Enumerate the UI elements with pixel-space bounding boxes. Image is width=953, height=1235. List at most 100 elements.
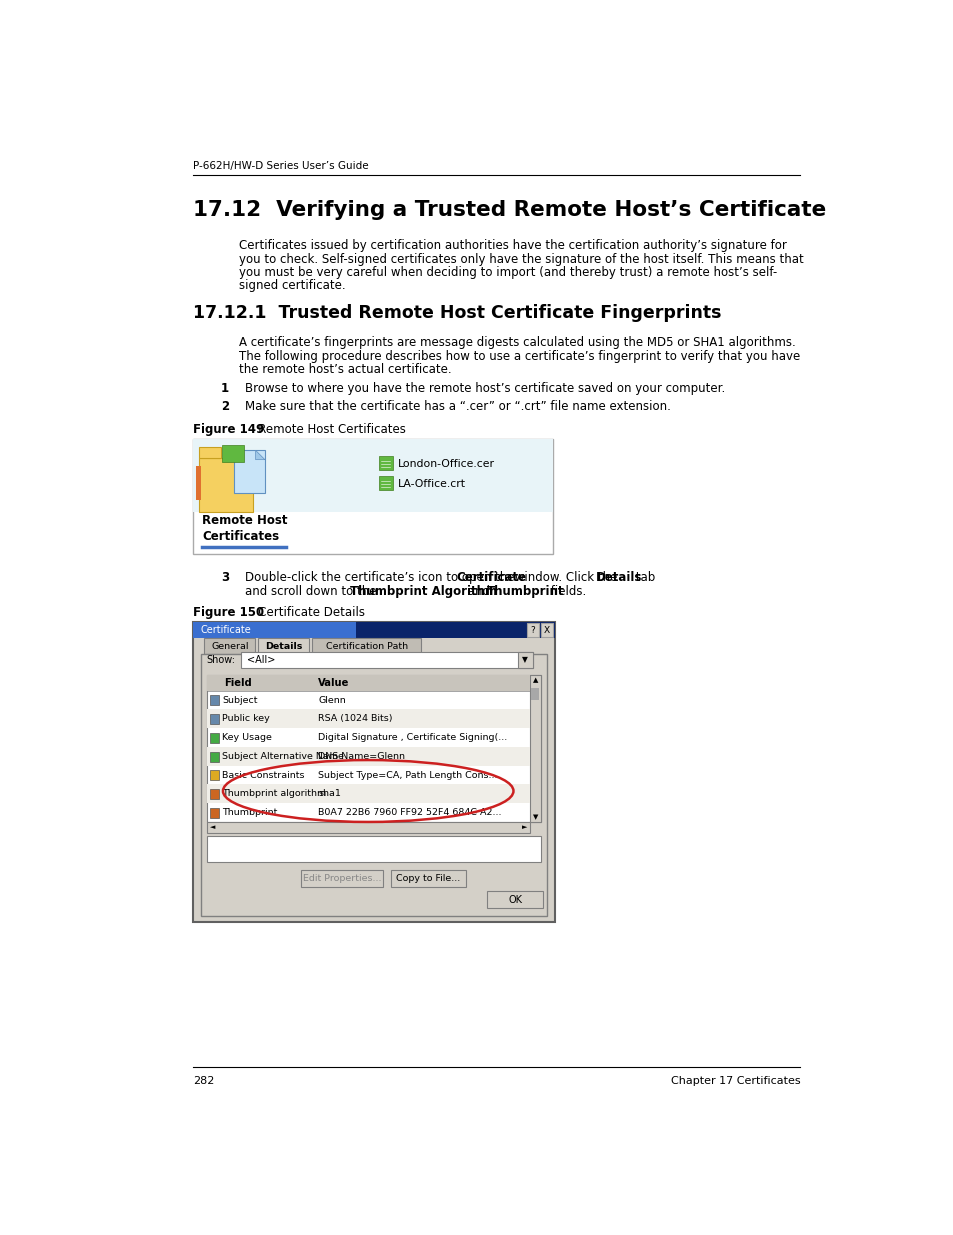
Text: Field: Field [224, 678, 252, 688]
Text: RSA (1024 Bits): RSA (1024 Bits) [318, 714, 393, 724]
Text: and scroll down to the: and scroll down to the [245, 585, 379, 598]
Text: Thumbprint: Thumbprint [222, 808, 277, 818]
Text: Remote Host Certificates: Remote Host Certificates [247, 424, 406, 436]
Text: tab: tab [632, 572, 655, 584]
Text: you to check. Self-signed certificates only have the signature of the host itsel: you to check. Self-signed certificates o… [239, 252, 803, 266]
Text: Certificate: Certificate [456, 572, 526, 584]
Text: Thumbprint: Thumbprint [486, 585, 563, 598]
Bar [207, 836, 540, 862]
Bar [517, 652, 533, 668]
Text: signed certificate.: signed certificate. [239, 279, 346, 293]
Text: ►: ► [521, 824, 526, 830]
Bar [378, 475, 393, 490]
Text: London-Office.cer: London-Office.cer [397, 458, 494, 468]
Text: Basic Constraints: Basic Constraints [222, 771, 305, 779]
Text: ▼: ▼ [522, 656, 528, 664]
Bar [210, 808, 219, 818]
Text: Show:: Show: [207, 655, 235, 664]
Text: LA-Office.crt: LA-Office.crt [397, 478, 465, 489]
Text: Public key: Public key [222, 714, 270, 724]
Bar [193, 438, 553, 555]
Polygon shape [255, 451, 265, 459]
Bar [193, 621, 555, 923]
Text: Thumbprint algorithm: Thumbprint algorithm [222, 789, 326, 798]
Bar [210, 714, 219, 724]
Bar [204, 638, 255, 653]
Text: 1: 1 [221, 382, 229, 395]
Text: Certificate: Certificate [200, 625, 251, 635]
Bar [531, 688, 538, 700]
Bar [193, 621, 355, 638]
Text: X: X [543, 626, 549, 635]
Text: Figure 150: Figure 150 [193, 606, 264, 619]
Bar [207, 823, 529, 832]
Text: Subject: Subject [222, 695, 257, 704]
Text: Subject Alternative Name: Subject Alternative Name [222, 752, 344, 761]
Text: 17.12  Verifying a Trusted Remote Host’s Certificate: 17.12 Verifying a Trusted Remote Host’s … [193, 200, 825, 220]
FancyBboxPatch shape [222, 445, 244, 462]
Text: 282: 282 [193, 1076, 214, 1086]
Bar [487, 892, 542, 908]
Text: P-662H/HW-D Series User’s Guide: P-662H/HW-D Series User’s Guide [193, 162, 368, 172]
Polygon shape [199, 447, 220, 458]
Bar [258, 638, 309, 653]
Text: Remote Host
Certificates: Remote Host Certificates [202, 514, 288, 543]
Text: 2: 2 [221, 400, 229, 414]
Text: 3: 3 [221, 572, 229, 584]
Bar [312, 638, 420, 653]
Text: and: and [463, 585, 493, 598]
Text: Figure 149: Figure 149 [193, 424, 264, 436]
Bar [207, 747, 529, 766]
Text: Certificate Details: Certificate Details [247, 606, 365, 619]
Text: Certificates issued by certification authorities have the certification authorit: Certificates issued by certification aut… [239, 240, 786, 252]
Text: Thumbprint Algorithm: Thumbprint Algorithm [349, 585, 497, 598]
Bar [529, 676, 540, 823]
Bar [540, 624, 553, 637]
Text: Edit Properties...: Edit Properties... [302, 873, 381, 883]
Bar [195, 466, 201, 500]
Text: Make sure that the certificate has a “.cer” or “.crt” file name extension.: Make sure that the certificate has a “.c… [245, 400, 670, 414]
Bar [378, 456, 393, 469]
Text: Certification Path: Certification Path [325, 641, 408, 651]
Text: The following procedure describes how to use a certificate’s fingerprint to veri: The following procedure describes how to… [239, 350, 800, 363]
Text: Chapter 17 Certificates: Chapter 17 Certificates [670, 1076, 800, 1086]
Bar [241, 652, 533, 668]
Text: you must be very careful when deciding to import (and thereby trust) a remote ho: you must be very careful when deciding t… [239, 266, 777, 279]
Text: ▲: ▲ [532, 677, 537, 683]
Text: <All>: <All> [247, 655, 275, 664]
Bar [207, 676, 529, 690]
Bar [210, 752, 219, 762]
Bar [193, 438, 553, 513]
Text: General: General [211, 641, 249, 651]
FancyBboxPatch shape [199, 458, 253, 513]
Text: DNS Name=Glenn: DNS Name=Glenn [318, 752, 405, 761]
Text: Browse to where you have the remote host’s certificate saved on your computer.: Browse to where you have the remote host… [245, 382, 724, 395]
FancyBboxPatch shape [233, 451, 265, 493]
Text: Digital Signature , Certificate Signing(...: Digital Signature , Certificate Signing(… [318, 734, 507, 742]
Text: 17.12.1  Trusted Remote Host Certificate Fingerprints: 17.12.1 Trusted Remote Host Certificate … [193, 304, 720, 322]
Text: sha1: sha1 [318, 789, 341, 798]
Text: OK: OK [508, 894, 521, 905]
Bar [200, 653, 546, 916]
Text: ?: ? [530, 626, 535, 635]
Text: B0A7 22B6 7960 FF92 52F4 684C A2...: B0A7 22B6 7960 FF92 52F4 684C A2... [318, 808, 501, 818]
Text: A certificate’s fingerprints are message digests calculated using the MD5 or SHA: A certificate’s fingerprints are message… [239, 336, 796, 350]
Bar [301, 869, 382, 887]
Text: Glenn: Glenn [318, 695, 346, 704]
Text: Double-click the certificate’s icon to open the: Double-click the certificate’s icon to o… [245, 572, 517, 584]
Bar [210, 771, 219, 781]
Text: the remote host’s actual certificate.: the remote host’s actual certificate. [239, 363, 452, 375]
Text: fields.: fields. [546, 585, 585, 598]
Text: Key Usage: Key Usage [222, 734, 272, 742]
Text: Details: Details [596, 572, 642, 584]
Text: ▼: ▼ [532, 814, 537, 820]
Text: ◄: ◄ [210, 824, 214, 830]
Bar [390, 869, 466, 887]
Text: window. Click the: window. Click the [511, 572, 620, 584]
Bar [207, 709, 529, 729]
Bar [207, 676, 540, 823]
Bar [207, 784, 529, 803]
Bar [193, 621, 555, 638]
Bar [210, 732, 219, 742]
Bar [210, 789, 219, 799]
